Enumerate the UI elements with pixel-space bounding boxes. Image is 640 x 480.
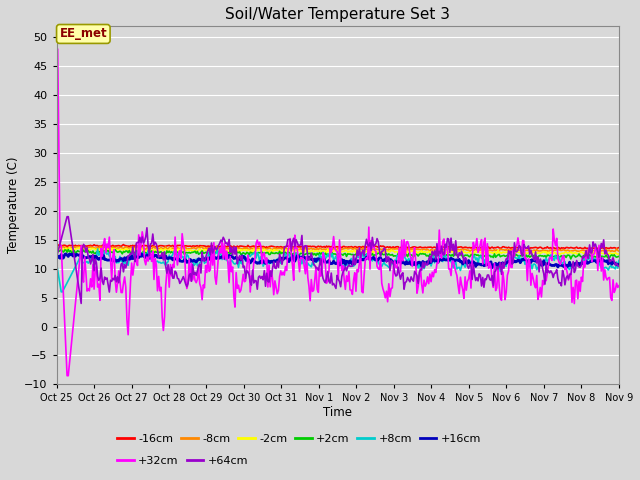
+16cm [369, 255, 376, 261]
-16cm [556, 246, 564, 252]
+64cm [468, 276, 476, 282]
Line: -2cm: -2cm [56, 248, 619, 255]
-2cm [396, 249, 403, 254]
Line: -16cm: -16cm [56, 245, 619, 249]
+2cm [564, 252, 572, 258]
+64cm [77, 300, 85, 306]
-8cm [566, 248, 573, 254]
+2cm [615, 253, 623, 259]
-8cm [528, 250, 536, 255]
+64cm [615, 264, 623, 269]
+32cm [52, 46, 60, 52]
+8cm [292, 251, 300, 256]
+16cm [467, 262, 475, 267]
+32cm [63, 373, 71, 379]
+16cm [228, 254, 236, 260]
-8cm [396, 247, 403, 253]
-16cm [396, 245, 403, 251]
+8cm [230, 261, 237, 266]
+2cm [65, 247, 72, 252]
-8cm [75, 243, 83, 249]
-2cm [52, 246, 60, 252]
-8cm [291, 246, 299, 252]
Line: +8cm: +8cm [56, 249, 619, 292]
-2cm [602, 252, 610, 258]
Y-axis label: Temperature (C): Temperature (C) [7, 157, 20, 253]
+8cm [566, 266, 573, 272]
Title: Soil/Water Temperature Set 3: Soil/Water Temperature Set 3 [225, 7, 450, 22]
+8cm [397, 257, 404, 263]
+64cm [230, 244, 237, 250]
+64cm [292, 237, 300, 242]
+64cm [52, 254, 60, 260]
+2cm [228, 249, 236, 254]
+8cm [52, 260, 60, 266]
+16cm [291, 258, 299, 264]
+32cm [467, 285, 475, 291]
+2cm [567, 256, 575, 262]
-8cm [467, 248, 475, 253]
-8cm [615, 248, 623, 254]
-16cm [467, 245, 475, 251]
+2cm [52, 249, 60, 254]
Line: +2cm: +2cm [56, 250, 619, 259]
+2cm [467, 252, 475, 258]
Legend: +32cm, +64cm: +32cm, +64cm [113, 451, 253, 470]
Text: EE_met: EE_met [60, 27, 107, 40]
-16cm [615, 245, 623, 251]
+8cm [468, 259, 476, 264]
+2cm [291, 251, 299, 257]
+32cm [564, 277, 572, 283]
-16cm [228, 245, 236, 251]
-2cm [291, 248, 299, 254]
-2cm [467, 251, 475, 256]
+16cm [136, 250, 144, 256]
+2cm [396, 251, 403, 257]
-2cm [76, 245, 84, 251]
+8cm [58, 289, 65, 295]
-16cm [566, 245, 573, 251]
-2cm [615, 251, 623, 257]
-8cm [369, 247, 376, 252]
+32cm [615, 283, 623, 288]
-8cm [52, 244, 60, 250]
+64cm [370, 243, 378, 249]
X-axis label: Time: Time [323, 406, 352, 419]
+2cm [369, 251, 376, 256]
+16cm [396, 259, 403, 265]
-16cm [120, 242, 127, 248]
+16cm [566, 259, 573, 265]
-16cm [291, 244, 299, 250]
+8cm [615, 258, 623, 264]
+64cm [566, 271, 573, 277]
-8cm [228, 246, 236, 252]
+32cm [291, 232, 299, 238]
Line: +32cm: +32cm [56, 49, 619, 376]
+64cm [63, 214, 71, 219]
-16cm [52, 243, 60, 249]
+8cm [214, 246, 221, 252]
Line: +16cm: +16cm [56, 253, 619, 268]
+32cm [369, 245, 376, 251]
+8cm [370, 254, 378, 260]
+16cm [52, 254, 60, 260]
-2cm [369, 249, 376, 254]
+32cm [396, 245, 403, 251]
-16cm [369, 244, 376, 250]
Line: +64cm: +64cm [56, 216, 619, 303]
+32cm [228, 264, 236, 270]
+16cm [563, 265, 570, 271]
+16cm [615, 262, 623, 267]
+64cm [397, 276, 404, 282]
Line: -8cm: -8cm [56, 246, 619, 252]
-2cm [228, 248, 236, 254]
-2cm [564, 250, 572, 255]
